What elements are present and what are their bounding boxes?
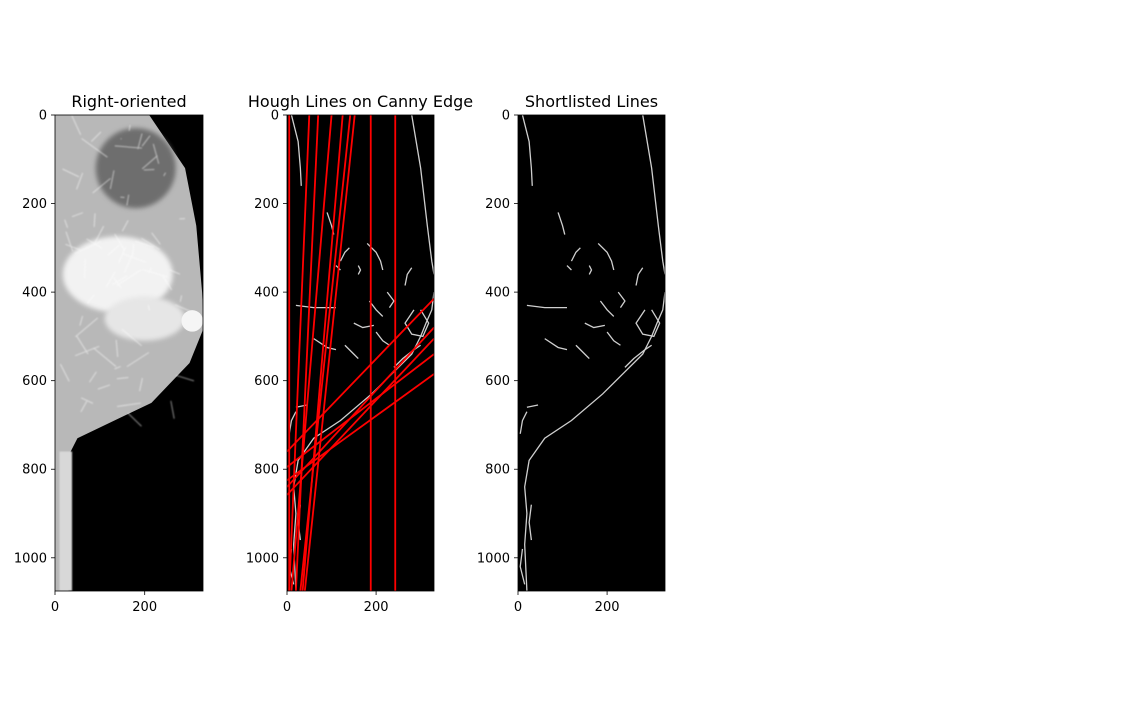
- panel-title: Shortlisted Lines: [525, 92, 658, 111]
- breast-tissue: [55, 115, 203, 591]
- hough-lines: [287, 115, 434, 591]
- y-tick-label: 600: [254, 374, 279, 389]
- edge-segment: [642, 115, 665, 275]
- y-tick-label: 1000: [246, 551, 279, 566]
- edge-segment: [597, 242, 615, 271]
- fatty-tissue: [95, 128, 176, 209]
- edge-map: [519, 115, 665, 591]
- axes-frame: [286, 114, 435, 592]
- edge-segment: [624, 344, 652, 368]
- edge-segment: [411, 115, 434, 275]
- edge-segment: [599, 300, 615, 317]
- y-tick-label: 0: [502, 109, 510, 124]
- x-tick-label: 200: [132, 600, 157, 615]
- panel-right-oriented: Right-oriented 0 200 400 600 800 1000 0 200: [14, 92, 204, 615]
- edge-segment: [566, 265, 572, 271]
- y-tick-label: 0: [39, 109, 47, 124]
- edge-segment: [584, 322, 605, 329]
- hough-line: [290, 115, 333, 591]
- panel-title: Hough Lines on Canny Edge: [248, 92, 473, 111]
- edge-segment: [519, 411, 528, 434]
- hough-line: [287, 326, 434, 488]
- y-tick-label: 1000: [477, 551, 510, 566]
- dense-tissue: [62, 236, 173, 313]
- hough-line: [287, 353, 434, 468]
- edge-segment: [526, 404, 539, 408]
- edge-segment: [557, 212, 566, 235]
- edge-segment: [293, 292, 434, 591]
- panel-shortlisted-lines: Shortlisted Lines 0 200 400 600 800 1000 0 200: [477, 92, 666, 615]
- tissue-texture: [59, 115, 196, 427]
- image-content: [55, 115, 203, 591]
- edge-segment: [521, 115, 533, 186]
- edge-segment: [617, 291, 626, 308]
- hough-line: [287, 373, 434, 482]
- y-tick-label: 200: [254, 197, 279, 212]
- edge-segment: [526, 304, 567, 309]
- axes-frame: [54, 114, 204, 592]
- x-tick-label: 0: [283, 600, 291, 615]
- edge-segment: [524, 292, 665, 591]
- y-tick-label: 600: [485, 374, 510, 389]
- y-tick-label: 800: [254, 463, 279, 478]
- edge-segment: [344, 344, 359, 359]
- edge-segment: [519, 548, 526, 585]
- chest-wall: [59, 451, 73, 591]
- y-tick-label: 400: [254, 286, 279, 301]
- y-tick-label: 800: [485, 463, 510, 478]
- nipple-blob: [181, 310, 203, 332]
- edge-segment: [528, 504, 533, 541]
- hough-line: [288, 115, 311, 591]
- edge-segment: [544, 338, 568, 351]
- edge-map: [288, 115, 434, 591]
- edge-segment: [375, 331, 390, 346]
- dense-tissue-lower: [104, 296, 185, 341]
- image-content: [287, 115, 434, 591]
- x-tick-label: 200: [364, 600, 389, 615]
- y-tick-label: 1000: [14, 551, 47, 566]
- x-tick-label: 200: [595, 600, 620, 615]
- y-tick-label: 600: [22, 374, 47, 389]
- y-tick-label: 200: [22, 197, 47, 212]
- x-tick-label: 0: [51, 600, 59, 615]
- panel-title: Right-oriented: [71, 92, 186, 111]
- edge-segment: [290, 115, 302, 186]
- y-tick-label: 0: [271, 109, 279, 124]
- hough-line: [303, 115, 356, 591]
- edge-segment: [404, 267, 413, 286]
- edge-segment: [606, 331, 621, 346]
- edge-segment: [635, 309, 661, 338]
- edge-segment: [635, 267, 644, 286]
- hough-line: [299, 115, 352, 591]
- hough-line: [287, 298, 434, 453]
- y-tick-label: 200: [485, 197, 510, 212]
- edge-segment: [386, 291, 395, 308]
- hough-line: [295, 115, 320, 591]
- edge-segment: [313, 338, 337, 351]
- edge-segment: [404, 309, 430, 338]
- edge-segment: [339, 247, 350, 262]
- y-tick-label: 400: [485, 286, 510, 301]
- axes-frame: [517, 114, 666, 592]
- x-tick-label: 0: [514, 600, 522, 615]
- edge-segment: [357, 265, 362, 275]
- panel-hough-lines: Hough Lines on Canny Edge020040060080010…: [246, 92, 473, 615]
- y-tick-label: 400: [22, 286, 47, 301]
- image-content: [519, 115, 665, 591]
- edge-segment: [575, 344, 590, 359]
- edge-segment: [588, 265, 593, 275]
- y-tick-label: 800: [22, 463, 47, 478]
- hough-line: [287, 337, 434, 496]
- edge-segment: [570, 247, 581, 262]
